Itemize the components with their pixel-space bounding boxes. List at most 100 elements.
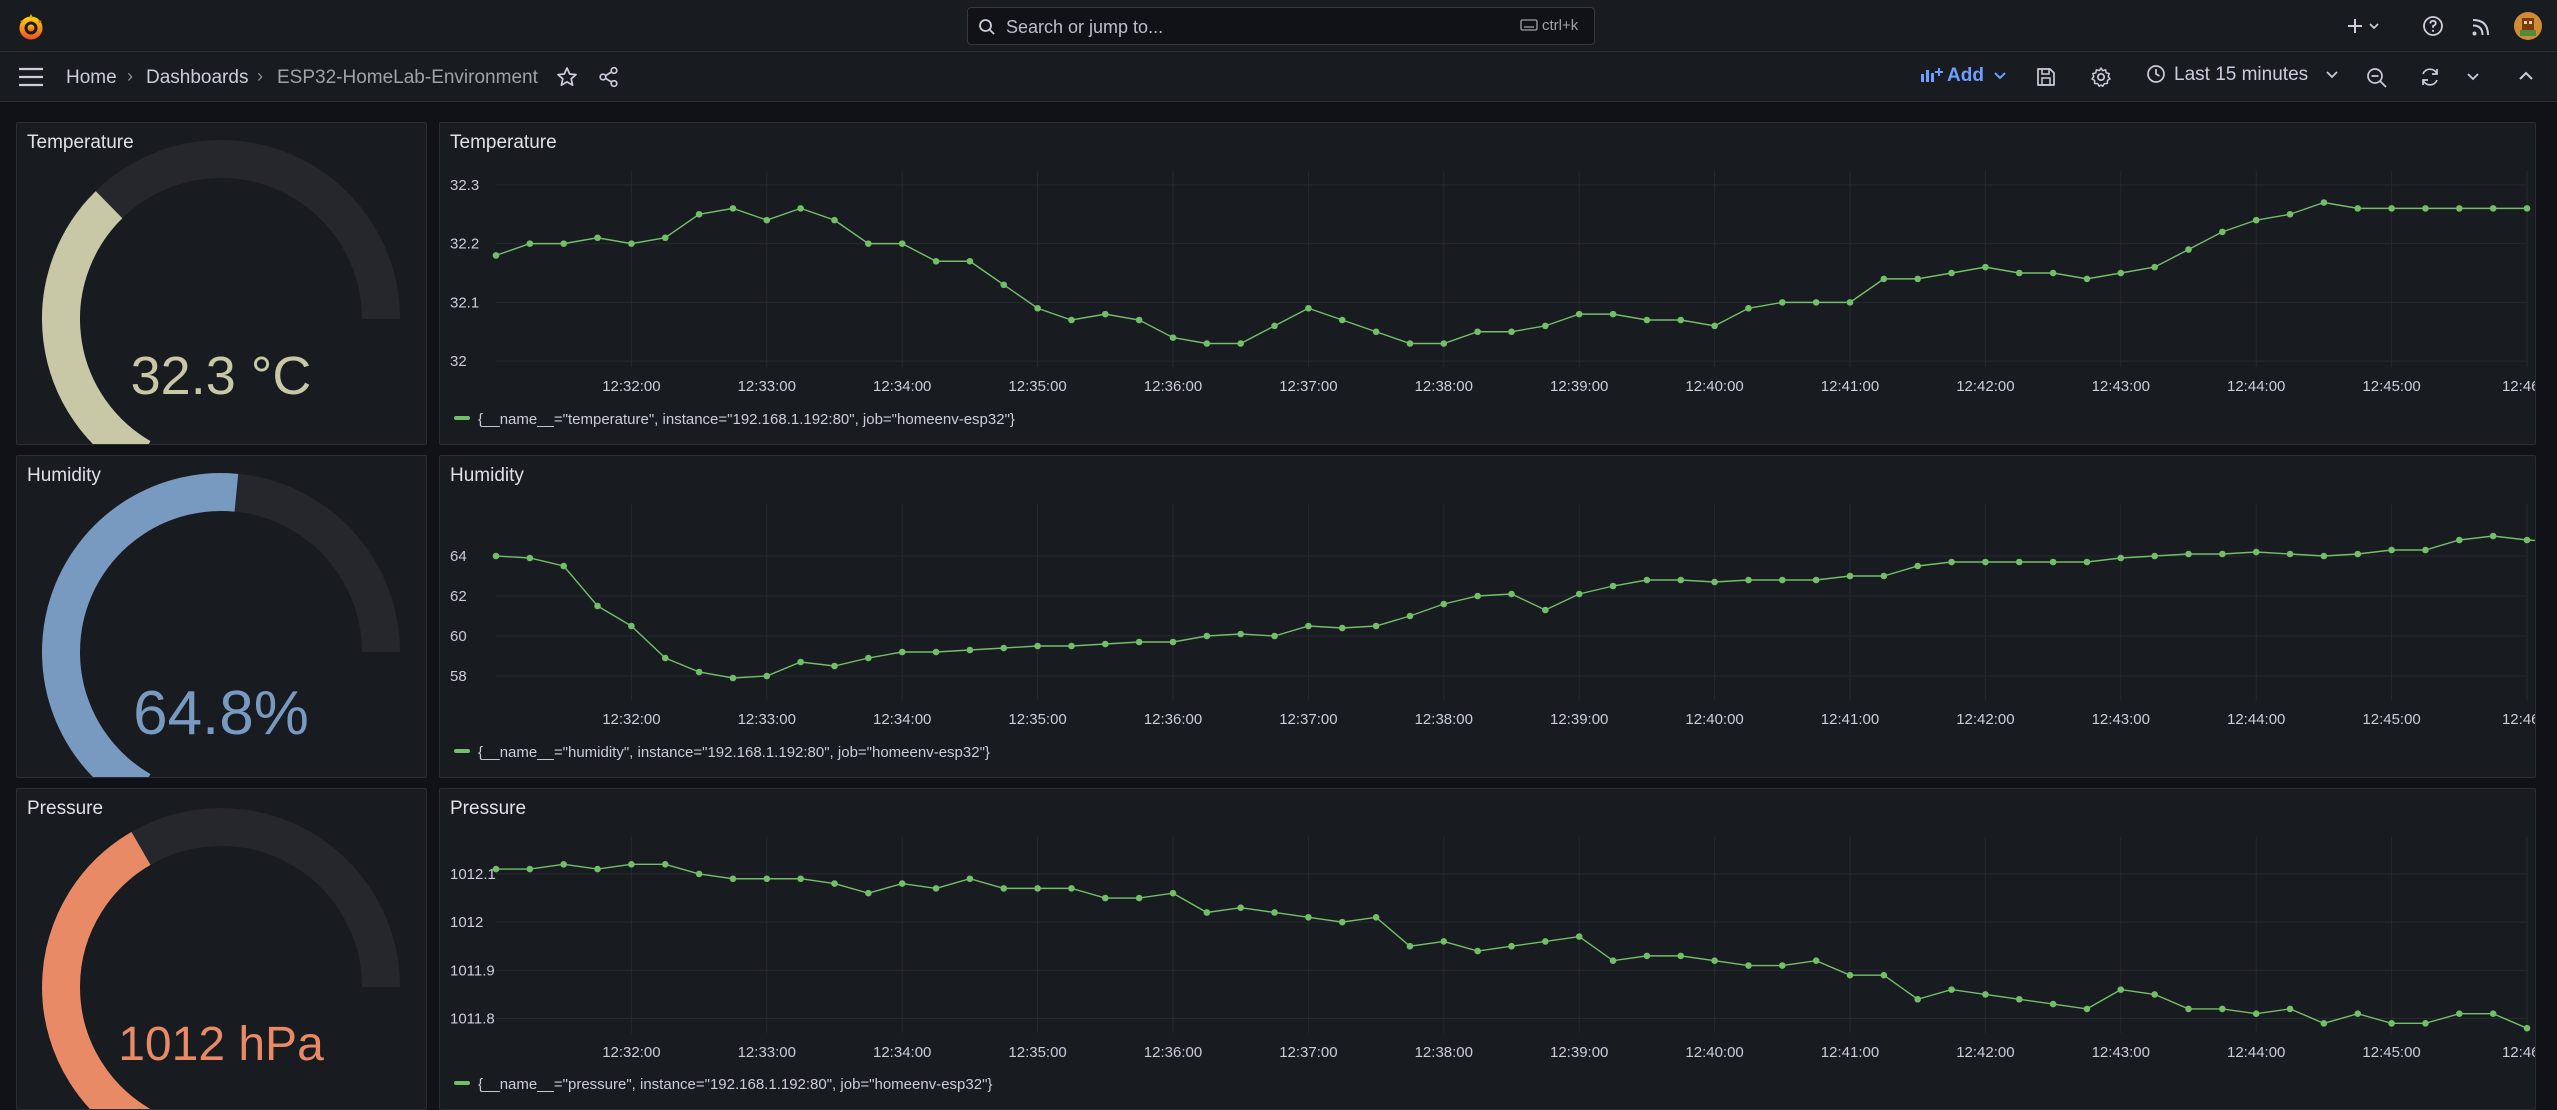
x-tick-label: 12:46:0 <box>2502 378 2535 395</box>
temperature-gauge-panel[interactable]: Temperature 32.3 °C <box>16 122 427 445</box>
data-point <box>797 205 804 212</box>
new-plus-icon[interactable] <box>2346 16 2382 36</box>
menu-icon[interactable] <box>18 67 44 87</box>
data-point <box>1237 340 1244 347</box>
data-point <box>2286 550 2294 558</box>
data-point <box>1880 572 1888 580</box>
data-point <box>661 234 669 242</box>
help-icon[interactable] <box>2422 15 2444 37</box>
humidity-gauge-panel[interactable]: Humidity 64.8% <box>16 455 427 778</box>
temperature-timeseries-panel[interactable]: Temperature 12:32:00 12:33:00 12:34:00 12:3… <box>439 122 2536 445</box>
breadcrumb-dashboards[interactable]: Dashboards <box>146 67 249 88</box>
grafana-logo-icon[interactable] <box>16 12 46 42</box>
data-point <box>2422 205 2429 212</box>
panel-title: Humidity <box>27 465 101 486</box>
x-tick-label: 12:46:0 <box>2502 1044 2535 1061</box>
settings-gear-icon[interactable] <box>2090 66 2112 88</box>
data-point <box>1643 316 1651 324</box>
data-point <box>1542 938 1549 945</box>
breadcrumb-home[interactable]: Home <box>66 67 117 88</box>
chevron-down-icon <box>2325 71 2338 79</box>
legend-item[interactable]: {__name__="humidity", instance="192.168.… <box>454 744 990 761</box>
data-point <box>1068 642 1075 650</box>
pressure-chart: 12:32:00 12:33:00 12:34:00 12:35:00 12:36:00… <box>450 837 2535 1061</box>
save-icon[interactable] <box>2036 67 2056 87</box>
data-point <box>2151 263 2158 271</box>
search-box[interactable]: ctrl+k <box>967 7 1595 46</box>
data-point <box>831 662 838 670</box>
refresh-interval-chevron-down-icon[interactable] <box>2466 72 2480 82</box>
gauge-value: 32.3 °C <box>130 346 312 406</box>
data-point <box>763 672 771 680</box>
data-point <box>865 889 872 897</box>
breadcrumb-current-dashboard: ESP32-HomeLab-Environment <box>277 67 538 88</box>
share-icon[interactable] <box>598 66 620 88</box>
humidity-timeseries-panel[interactable]: Humidity 12:32:00 12:33:00 12:34:00 12:35:0… <box>439 455 2536 778</box>
zoom-out-icon[interactable] <box>2366 67 2388 89</box>
data-point <box>1779 576 1786 584</box>
humidity-chart: 12:32:00 12:33:00 12:34:00 12:35:00 12:36:00… <box>450 504 2535 728</box>
user-avatar-icon[interactable] <box>2514 12 2542 40</box>
data-point <box>492 552 500 560</box>
data-point <box>2523 1024 2531 1032</box>
x-tick-label: 12:42:00 <box>1956 1044 2014 1061</box>
y-tick-label: 1012.1 <box>450 866 496 883</box>
data-point <box>2422 546 2429 554</box>
data-point <box>1102 640 1109 648</box>
data-point <box>1609 957 1617 964</box>
data-point <box>1677 316 1685 324</box>
x-tick-label: 12:39:00 <box>1550 711 1608 728</box>
x-tick-label: 12:45:00 <box>2362 1044 2420 1061</box>
data-point <box>2456 1010 2463 1018</box>
gauge-fill <box>42 831 151 1109</box>
data-point <box>1068 885 1075 892</box>
data-point <box>1948 269 1955 277</box>
search-input[interactable] <box>1004 8 1458 46</box>
time-range-picker[interactable]: Last 15 minutes <box>2146 64 2339 90</box>
news-feed-icon[interactable] <box>2470 16 2492 38</box>
y-tick-label: 1011.8 <box>450 1011 495 1028</box>
data-point <box>2049 558 2057 566</box>
pressure-timeseries-panel[interactable]: Pressure 12:32:00 12:33:00 12:34:00 12:35:0… <box>439 788 2536 1110</box>
gauge-value: 1012 hPa <box>118 1018 324 1071</box>
dashboard-nav-bar: Home › Dashboards › ESP32-HomeLab-Enviro… <box>0 52 2557 102</box>
legend-item[interactable]: {__name__="temperature", instance="192.1… <box>454 411 1015 428</box>
x-tick-label: 12:36:00 <box>1144 711 1202 728</box>
data-point <box>526 554 534 562</box>
data-point <box>966 875 974 883</box>
x-tick-label: 12:38:00 <box>1415 378 1473 395</box>
data-point <box>1982 991 1989 998</box>
chevron-right-icon: › <box>257 66 263 86</box>
data-point <box>1474 947 1481 955</box>
data-point <box>594 234 601 242</box>
x-tick-label: 12:36:00 <box>1144 1044 1202 1061</box>
star-icon[interactable] <box>556 66 578 88</box>
data-point <box>1779 962 1786 969</box>
y-tick-label: 60 <box>450 628 467 645</box>
data-point <box>1271 632 1278 640</box>
pressure-gauge-panel[interactable]: Pressure 1012 hPa <box>16 788 427 1110</box>
data-point <box>2117 986 2125 993</box>
add-panel-icon <box>1921 68 1943 82</box>
x-tick-label: 12:39:00 <box>1550 378 1608 395</box>
data-point <box>594 602 601 610</box>
refresh-icon[interactable] <box>2419 66 2441 88</box>
legend-item[interactable]: {__name__="pressure", instance="192.168.… <box>454 1076 992 1093</box>
add-button[interactable]: Add <box>1920 65 2007 89</box>
temperature-chart: 12:32:00 12:33:00 12:34:00 12:35:00 12:36:00… <box>450 171 2535 395</box>
data-point <box>1203 340 1211 347</box>
x-tick-label: 12:37:00 <box>1279 378 1337 395</box>
data-point <box>661 860 669 868</box>
series-line <box>495 201 2527 345</box>
data-point <box>1575 933 1583 940</box>
humidity-gauge <box>42 473 400 777</box>
data-point <box>2083 1005 2091 1013</box>
x-tick-label: 12:32:00 <box>602 378 660 395</box>
data-point <box>1237 904 1244 911</box>
data-point <box>2354 205 2362 212</box>
data-point <box>1508 328 1515 336</box>
search-icon <box>979 19 995 35</box>
collapse-chevron-up-icon[interactable] <box>2518 70 2534 82</box>
data-point <box>1169 638 1177 646</box>
data-point <box>763 875 771 883</box>
